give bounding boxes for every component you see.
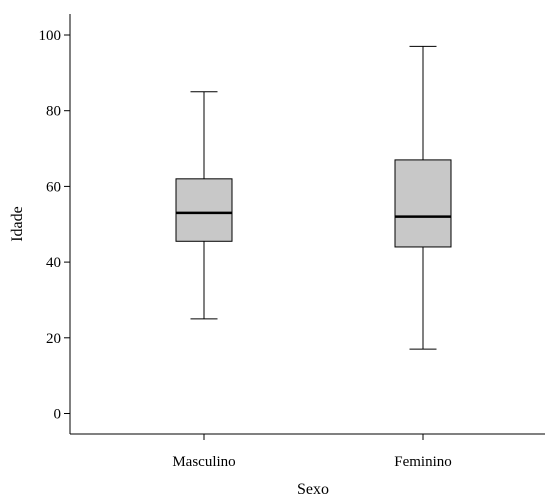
x-ticks: Masculino Feminino	[172, 434, 452, 470]
box-masculino	[175, 91, 233, 320]
y-tick-label: 60	[46, 179, 61, 195]
y-tick-label: 0	[54, 407, 62, 423]
y-ticks: 0 20 40 60 80 100	[39, 28, 70, 423]
x-tick-label: Masculino	[172, 454, 235, 470]
iqr-box	[175, 178, 233, 242]
y-tick-label: 100	[39, 28, 62, 44]
iqr-box	[394, 159, 452, 248]
x-axis-title: Sexo	[297, 481, 329, 498]
y-axis-title: Idade	[9, 206, 26, 242]
y-tick-label: 20	[46, 331, 61, 347]
x-tick-label: Feminino	[394, 454, 452, 470]
axes	[69, 14, 545, 435]
y-tick-label: 40	[46, 255, 61, 271]
box-feminino	[394, 45, 452, 350]
boxes	[175, 45, 452, 350]
y-tick-label: 80	[46, 104, 61, 120]
